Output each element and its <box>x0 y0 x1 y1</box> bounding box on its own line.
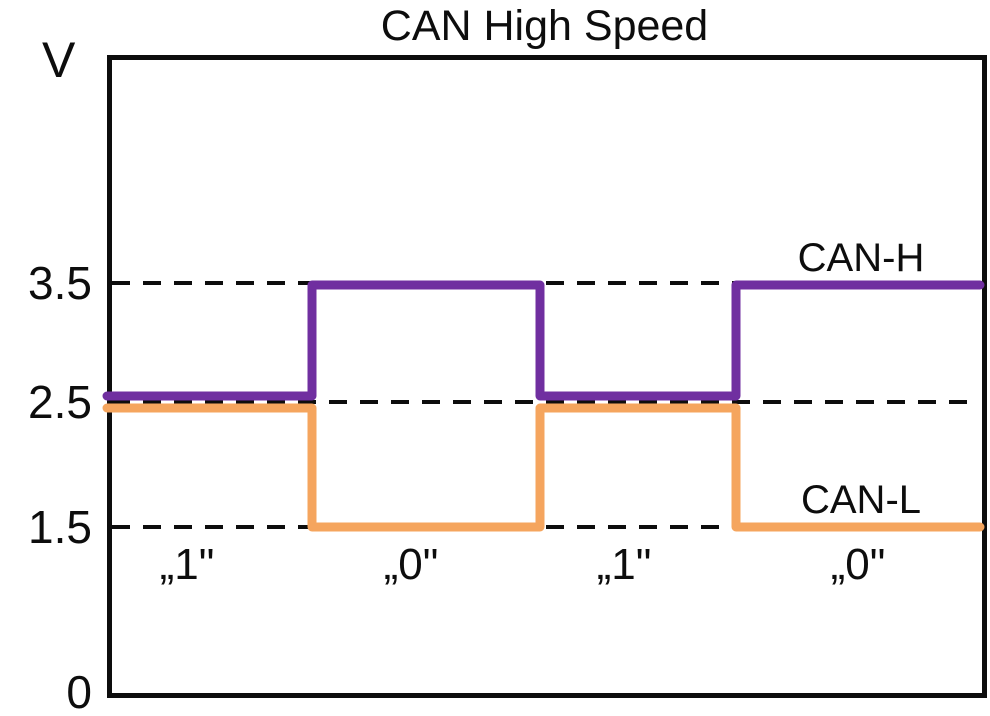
y-tick-1-5: 1.5 <box>28 501 92 553</box>
can-h-series-label: CAN-H <box>797 236 925 280</box>
bit-label-4: „0" <box>830 540 886 589</box>
bit-label-1: „1" <box>159 540 215 589</box>
bit-label-2: „0" <box>383 540 439 589</box>
gridline-1-5v <box>112 525 978 529</box>
y-tick-0: 0 <box>66 666 92 716</box>
y-tick-3-5: 3.5 <box>28 257 92 309</box>
y-axis-unit-label: V <box>42 32 76 88</box>
y-tick-2-5: 2.5 <box>28 376 92 428</box>
plot-area-border <box>107 55 987 698</box>
gridline-3-5v <box>112 281 978 285</box>
bit-label-3: „1" <box>596 540 652 589</box>
gridline-2-5v <box>112 400 978 404</box>
can-l-series-label: CAN-L <box>800 478 922 522</box>
chart-title: CAN High Speed <box>380 2 709 50</box>
